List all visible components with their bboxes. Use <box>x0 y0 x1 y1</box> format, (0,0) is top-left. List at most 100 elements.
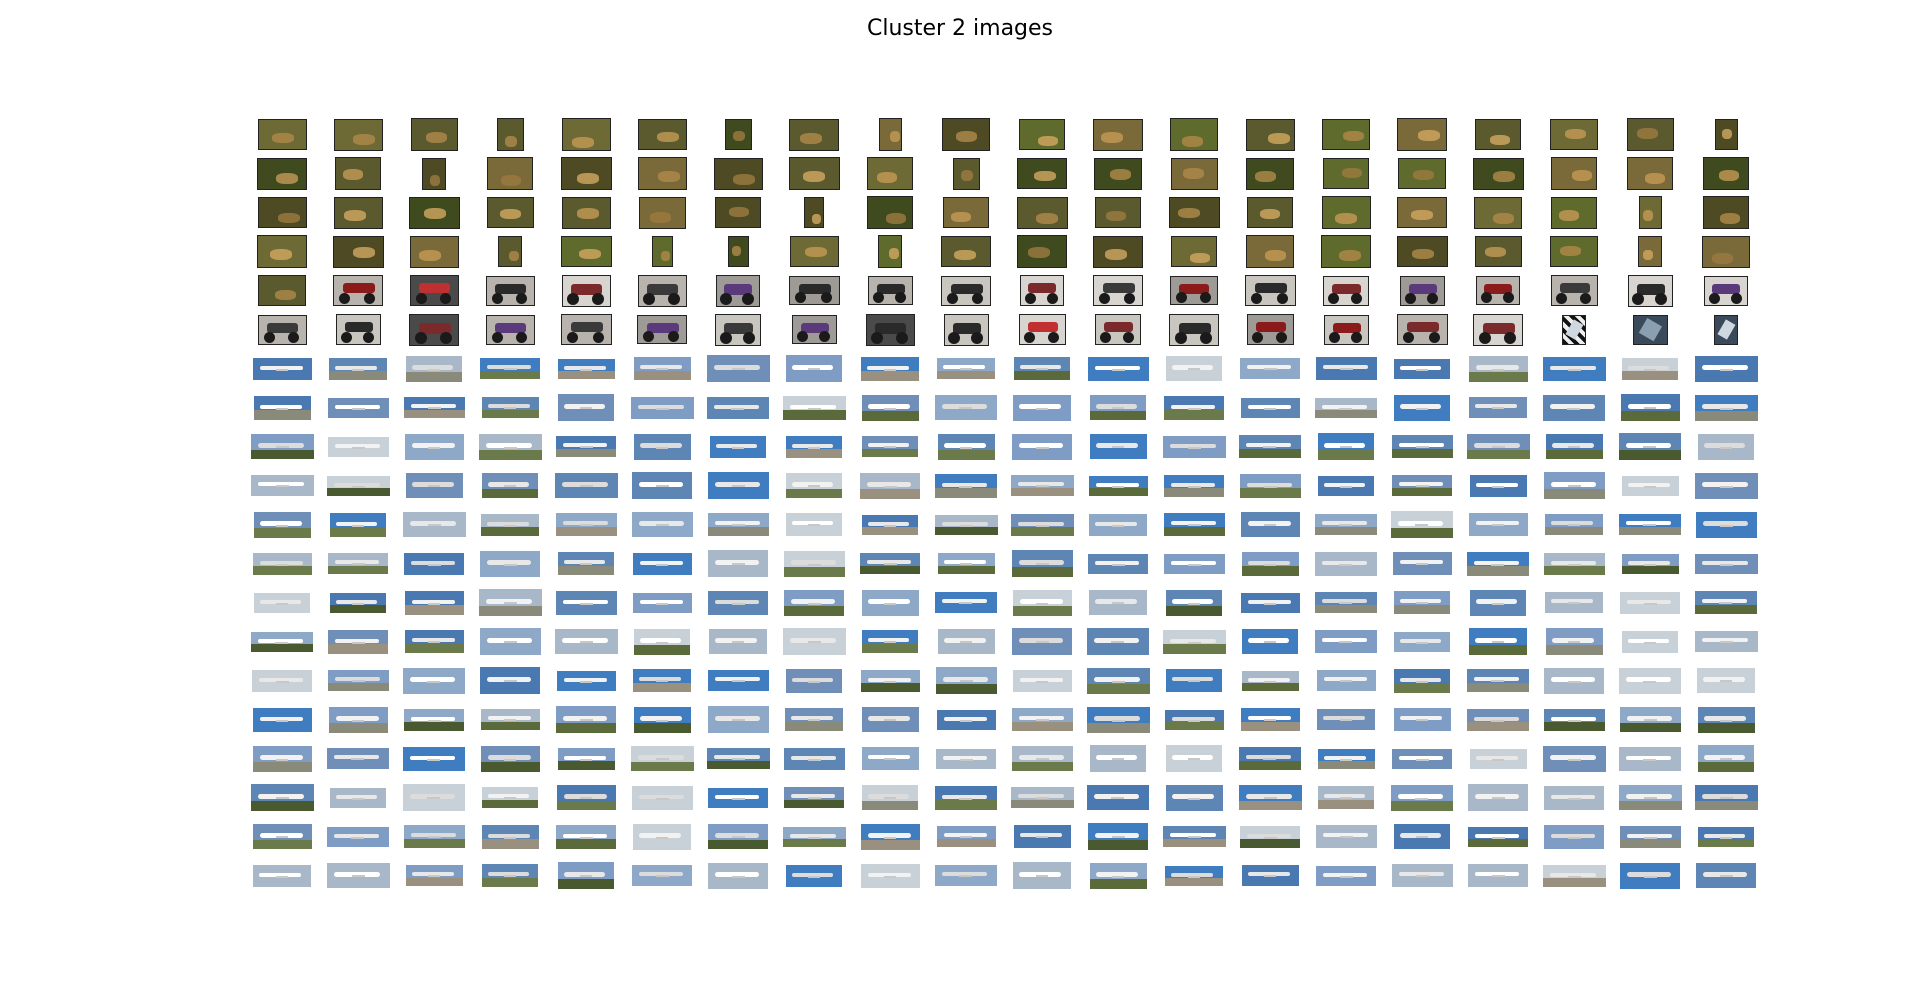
ground-area <box>330 527 386 537</box>
ground-area <box>1698 838 1754 847</box>
airplane-thumbnail <box>935 592 997 613</box>
wing-shape <box>275 719 288 722</box>
thumbnail-cell <box>1612 661 1688 700</box>
thumbnail-cell <box>548 622 624 661</box>
airplane-thumbnail <box>632 865 692 886</box>
leopard-shape <box>1565 129 1586 139</box>
thumbnail-cell <box>548 427 624 466</box>
airplane-thumbnail <box>1315 551 1377 576</box>
airplane-thumbnail <box>1468 355 1528 382</box>
airplane-thumbnail <box>1618 785 1682 810</box>
wing-shape <box>1111 875 1124 878</box>
wheel-shape <box>1481 292 1492 303</box>
thumbnail-cell <box>1384 193 1460 232</box>
ground-area <box>861 410 919 421</box>
thumbnail-cell <box>776 661 852 700</box>
motorbike-thumbnail <box>1704 275 1748 306</box>
airplane-thumbnail <box>556 706 616 733</box>
airplane-thumbnail <box>631 785 693 810</box>
thumbnail-cell <box>472 310 548 349</box>
airplane-shape <box>792 677 833 682</box>
airplane-shape <box>257 482 304 486</box>
thumbnail-cell <box>700 505 776 544</box>
thumbnail-cell <box>1156 115 1232 154</box>
airplane-thumbnail <box>1619 746 1681 771</box>
airplane-thumbnail <box>250 475 314 496</box>
wing-shape <box>351 485 365 488</box>
motorbike-thumbnail <box>715 313 761 346</box>
airplane-shape <box>1246 482 1292 487</box>
wing-shape <box>1492 836 1505 839</box>
thumbnail-cell <box>244 856 320 895</box>
ground-area <box>478 449 542 460</box>
ground-area <box>1694 800 1758 810</box>
thumbnail-cell <box>852 817 928 856</box>
thumbnail-cell <box>624 388 700 427</box>
wing-shape <box>808 368 820 370</box>
ground-area <box>782 838 846 847</box>
leopard-shape <box>343 209 366 221</box>
wing-shape <box>1111 446 1124 448</box>
leopard-thumbnail <box>410 118 458 151</box>
airplane-thumbnail <box>1545 592 1603 613</box>
airplane-shape <box>791 794 835 798</box>
leopard-thumbnail <box>257 235 307 268</box>
thumbnail-cell <box>700 349 776 388</box>
leopard-thumbnail <box>333 196 383 229</box>
thumbnail-cell <box>1004 505 1080 544</box>
airplane-shape <box>1246 443 1291 447</box>
airplane-thumbnail <box>1166 669 1222 692</box>
leopard-thumbnail <box>804 197 824 228</box>
thumbnail-cell <box>1536 232 1612 271</box>
wing-shape <box>1491 368 1504 371</box>
thumbnail-cell <box>1612 388 1688 427</box>
leopard-shape <box>1182 136 1203 147</box>
airplane-thumbnail <box>406 355 462 382</box>
airplane-thumbnail <box>936 826 996 847</box>
thumbnail-cell <box>320 583 396 622</box>
wheel-shape <box>339 293 350 304</box>
wing-shape <box>428 719 441 722</box>
airplane-shape <box>1094 638 1139 643</box>
airplane-thumbnail <box>1391 435 1453 458</box>
wing-shape <box>1415 446 1429 448</box>
leopard-thumbnail <box>1168 197 1220 228</box>
thumbnail-cell <box>776 388 852 427</box>
wing-shape <box>1112 602 1124 604</box>
ground-area <box>252 839 312 849</box>
leopard-shape <box>889 131 900 142</box>
leopard-shape <box>802 171 825 182</box>
leopard-shape <box>804 247 827 257</box>
thumbnail-cell <box>548 115 624 154</box>
wing-shape <box>1263 758 1276 760</box>
thumbnail-cell <box>624 739 700 778</box>
ground-area <box>481 527 539 536</box>
ground-area <box>1010 527 1074 536</box>
thumbnail-cell <box>472 622 548 661</box>
motorbike-thumbnail <box>257 314 307 345</box>
wing-shape <box>580 875 592 877</box>
leopard-shape <box>509 251 519 261</box>
ground-area <box>1467 566 1529 576</box>
leopard-thumbnail <box>1321 235 1371 268</box>
wing-shape <box>1339 641 1352 643</box>
airplane-shape <box>1323 677 1367 681</box>
ground-area <box>1468 838 1528 847</box>
wing-shape <box>1112 836 1125 838</box>
misc-thumbnail <box>1562 314 1586 345</box>
thumbnail-cell <box>548 661 624 700</box>
airplane-shape <box>411 560 455 565</box>
wing-shape <box>1643 485 1656 488</box>
thumbnail-cell <box>1004 817 1080 856</box>
airplane-thumbnail <box>784 589 844 616</box>
thumbnail-cell <box>244 310 320 349</box>
airplane-thumbnail <box>1696 863 1756 888</box>
wing-shape <box>580 719 593 721</box>
wheel-shape <box>491 331 503 343</box>
wheel-shape <box>1047 332 1059 343</box>
wing-shape <box>580 836 593 839</box>
airplane-shape <box>1476 598 1517 604</box>
airplane-thumbnail <box>1621 475 1679 496</box>
thumbnail-cell <box>624 661 700 700</box>
ground-area <box>862 644 918 653</box>
